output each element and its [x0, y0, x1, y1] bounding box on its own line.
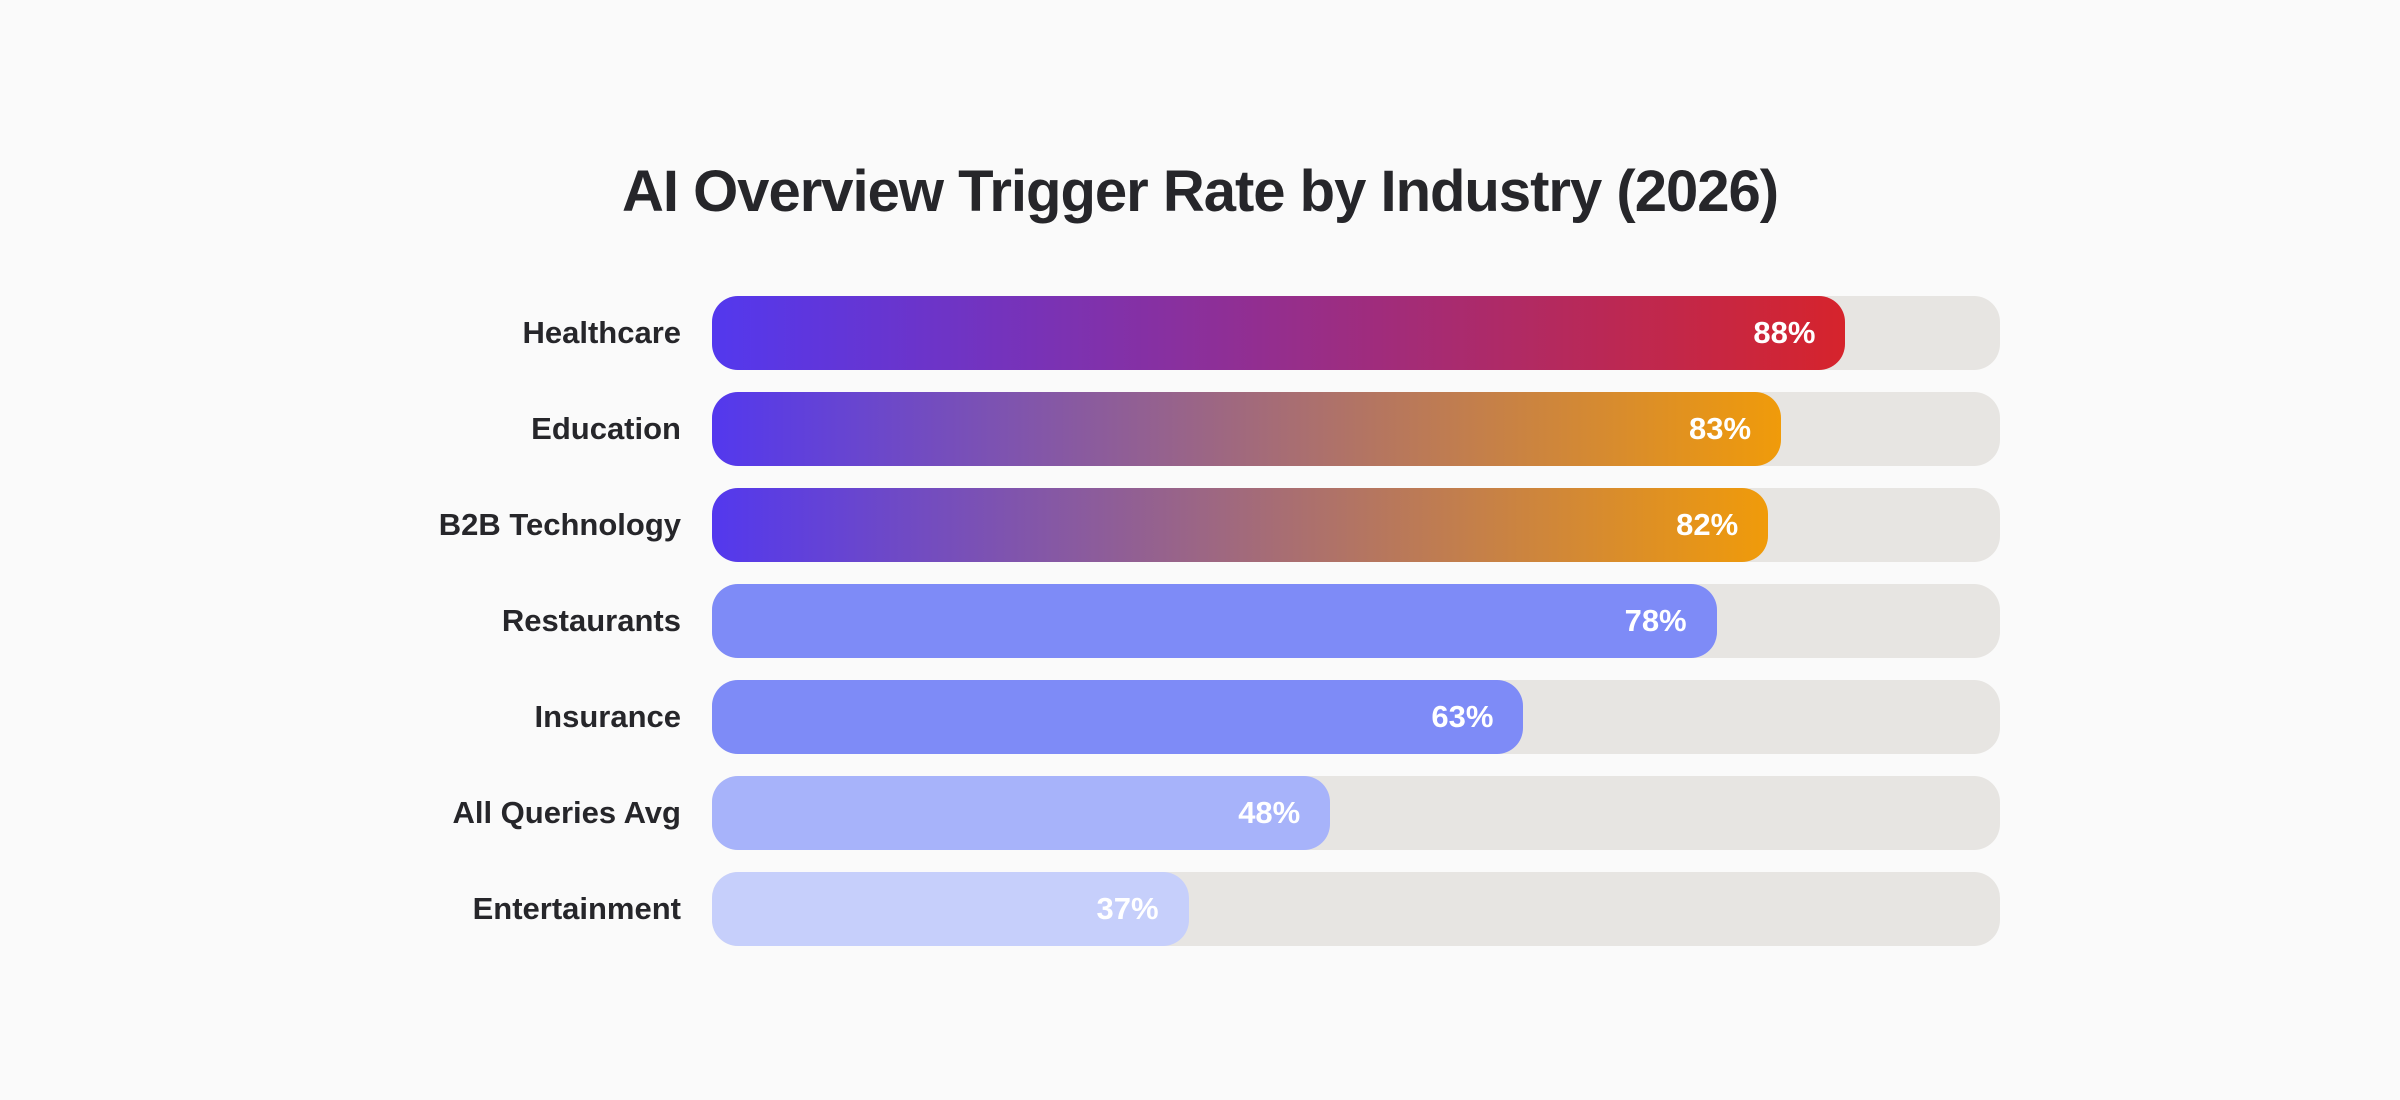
- category-label: Healthcare: [522, 315, 681, 350]
- bar-fill: 82%: [712, 488, 1769, 562]
- bar-row: All Queries Avg 48%: [400, 776, 2000, 850]
- bar-row: Entertainment 37%: [400, 872, 2000, 946]
- bar-track: 78%: [712, 584, 2000, 658]
- bar-fill: 83%: [712, 392, 1782, 466]
- value-label: 78%: [1624, 603, 1687, 638]
- bar-track: 82%: [712, 488, 2000, 562]
- value-label: 88%: [1753, 315, 1816, 350]
- chart-title: AI Overview Trigger Rate by Industry (20…: [621, 159, 1779, 224]
- category-label: Insurance: [534, 699, 681, 734]
- bar-row: Insurance 63%: [400, 680, 2000, 754]
- bar-row: Restaurants 78%: [400, 584, 2000, 658]
- category-label: All Queries Avg: [452, 795, 681, 830]
- value-label: 83%: [1688, 411, 1752, 446]
- bar-track: 83%: [712, 392, 2000, 466]
- bar-fill: 78%: [712, 584, 1717, 658]
- bar-fill: 37%: [712, 872, 1189, 946]
- bar-fill: 88%: [712, 296, 1846, 370]
- bar-chart: Healthcare 88% Education 83% B2B Technol…: [400, 296, 2000, 968]
- bar-fill: 63%: [712, 680, 1524, 754]
- bar-track: 63%: [712, 680, 2000, 754]
- bar-track: 88%: [712, 296, 2000, 370]
- value-label: 37%: [1096, 891, 1159, 926]
- category-label: Restaurants: [501, 603, 681, 638]
- bar-track: 48%: [712, 776, 2000, 850]
- bar-track: 37%: [712, 872, 2000, 946]
- category-label: B2B Technology: [438, 507, 681, 542]
- category-label: Education: [531, 411, 681, 446]
- category-label: Entertainment: [472, 891, 681, 926]
- value-label: 82%: [1676, 507, 1739, 542]
- bar-row: B2B Technology 82%: [400, 488, 2000, 562]
- bar-fill: 48%: [712, 776, 1331, 850]
- bar-row: Healthcare 88%: [400, 296, 2000, 370]
- bar-row: Education 83%: [400, 392, 2000, 466]
- value-label: 48%: [1238, 795, 1301, 830]
- value-label: 63%: [1431, 699, 1494, 734]
